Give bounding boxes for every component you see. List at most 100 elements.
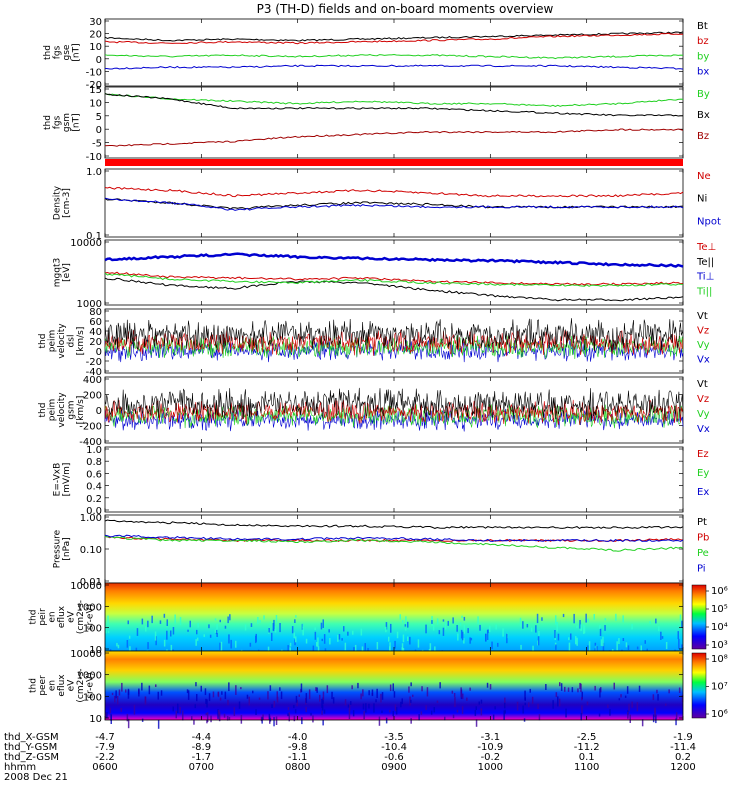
spectrogram-speck xyxy=(555,615,557,625)
y-tick-label: 0.6 xyxy=(86,469,102,480)
spectrogram-speck xyxy=(598,713,601,717)
spectrogram-speck xyxy=(371,689,374,697)
y-tick-label: 20 xyxy=(89,337,102,348)
y-axis-label: [nT] xyxy=(71,113,81,131)
spectrogram-speck xyxy=(314,631,317,640)
colorbar-label: 10⁴ xyxy=(711,622,728,633)
spectrogram-speck xyxy=(114,695,116,703)
spectrogram-speck xyxy=(454,697,456,707)
spectrogram-speck xyxy=(389,709,391,713)
spectrogram-speck xyxy=(486,682,489,688)
spectrogram-speck xyxy=(107,615,109,625)
spectrogram-speck xyxy=(401,698,403,705)
spectrogram-speck xyxy=(636,702,639,712)
spectrogram-speck xyxy=(656,689,658,694)
y-tick-label: 10000 xyxy=(70,649,102,660)
ephemeris-value: -10.4 xyxy=(381,742,407,753)
spectrogram-speck xyxy=(107,630,110,634)
spectrogram-speck xyxy=(463,616,466,621)
spectrogram-speck xyxy=(376,688,378,698)
y-tick-label: 200 xyxy=(83,391,102,402)
spectrogram-speck xyxy=(228,634,230,644)
spectrogram-speck xyxy=(644,640,646,644)
x-tick-label: 1100 xyxy=(574,762,599,773)
spectrogram-speck xyxy=(429,643,432,651)
spectrogram-speck xyxy=(681,694,684,703)
legend-Ni: Ni xyxy=(697,194,707,205)
spectrogram-speck xyxy=(314,627,316,630)
spectrogram-speck xyxy=(530,627,533,632)
spectrogram-speck xyxy=(504,697,506,708)
spectrogram-speck xyxy=(385,626,387,633)
spectrogram-speck xyxy=(625,642,628,648)
legend-Bz: Bz xyxy=(697,131,709,142)
spectrogram-speck xyxy=(120,708,122,712)
spectrogram-speck xyxy=(287,645,289,652)
y-axis-label: thd xyxy=(29,678,39,693)
spectrogram-speck xyxy=(110,715,112,724)
spectrogram-speck xyxy=(300,683,303,692)
spectrogram-speck xyxy=(126,713,129,722)
spectrogram-speck xyxy=(128,635,131,639)
series-velocity-band xyxy=(104,408,684,432)
spectrogram-speck xyxy=(273,619,275,630)
spectrogram-speck xyxy=(600,687,602,693)
spectrogram-speck xyxy=(425,624,427,634)
ephemeris-value: -0.2 xyxy=(481,752,501,763)
spectrogram-speck xyxy=(567,687,570,692)
x-tick-label: 1000 xyxy=(478,762,503,773)
spectrogram-speck xyxy=(194,704,196,709)
spectrogram-speck xyxy=(622,615,624,623)
y-axis-label: peir xyxy=(38,608,48,626)
spectrogram-speck xyxy=(593,614,595,620)
y-tick-label: 10000 xyxy=(70,238,102,249)
spectrogram-speck xyxy=(479,624,481,631)
spectrogram-speck xyxy=(409,696,411,706)
ephemeris-value: -1.1 xyxy=(288,752,308,763)
spectrogram-speck xyxy=(418,714,420,721)
y-axis-label: gsm xyxy=(67,400,77,419)
spectrogram-speck xyxy=(275,615,278,623)
y-tick-label: 1.0 xyxy=(86,445,102,456)
spectrogram-speck xyxy=(289,642,292,647)
spectrogram-speck xyxy=(117,644,120,649)
spectrogram-speck xyxy=(480,708,483,712)
spectrogram-speck xyxy=(262,714,264,720)
spectrogram-speck xyxy=(489,684,492,690)
y-axis-label: thd xyxy=(29,610,39,625)
spectrogram-speck xyxy=(580,712,582,721)
y-tick-label: -20 xyxy=(86,80,102,91)
spectrogram-speck xyxy=(615,613,617,621)
spectrogram-speck xyxy=(559,682,561,687)
legend-Vz: Vz xyxy=(697,394,709,405)
spectrogram-speck xyxy=(322,691,325,701)
spectrogram-speck xyxy=(223,713,226,718)
spectrogram-speck xyxy=(668,689,670,694)
spectrogram-speck xyxy=(172,706,174,712)
spectrogram-speck xyxy=(618,698,621,701)
spectrogram-speck xyxy=(655,714,657,724)
spectrogram-speck xyxy=(295,695,298,703)
spectrogram-speck xyxy=(599,625,601,629)
y-axis-label: thd xyxy=(43,45,53,60)
spectrogram-speck xyxy=(331,691,333,700)
y-axis-label: velocity xyxy=(57,392,67,428)
spectrogram-speck xyxy=(459,622,462,626)
spectrogram-speck xyxy=(410,682,412,687)
spectrogram-speck xyxy=(230,639,232,649)
spectrogram-speck xyxy=(151,615,153,624)
spectrogram-speck xyxy=(170,644,173,655)
colorbar-peir-eflux xyxy=(691,584,707,650)
spectrogram-speck xyxy=(357,682,359,689)
ephemeris-value: -10.9 xyxy=(477,742,503,753)
series-Npot xyxy=(104,197,684,211)
panel-frame xyxy=(104,446,684,513)
spectrogram-speck xyxy=(166,649,168,652)
spectrogram-speck xyxy=(365,703,367,713)
spectrogram-speck xyxy=(179,617,182,626)
spectrogram-speck xyxy=(564,686,566,692)
colorbar-label: 10⁵ xyxy=(711,604,728,615)
spectrogram-speck xyxy=(227,699,229,706)
spectrogram-speck xyxy=(255,709,257,715)
